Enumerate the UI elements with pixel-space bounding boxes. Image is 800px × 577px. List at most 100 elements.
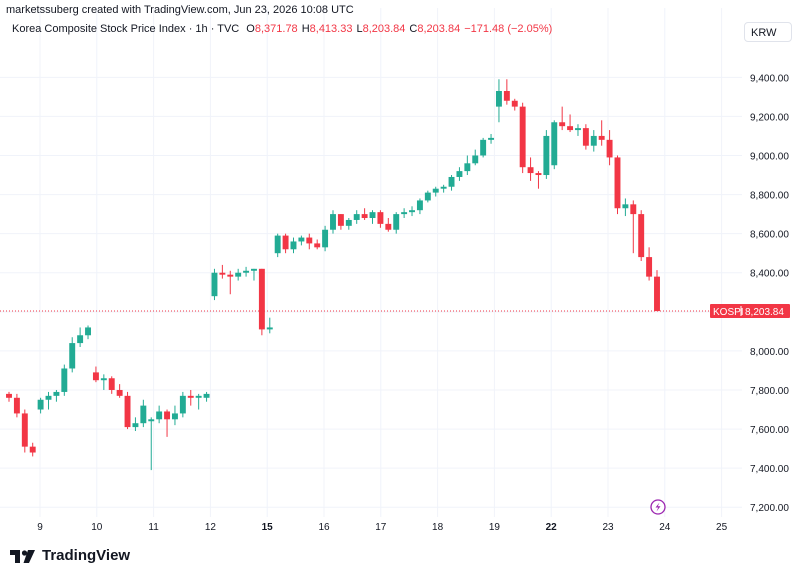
- candle-body: [77, 335, 84, 344]
- time-axis[interactable]: 9 10 11 12 15 16 17 18 19 22 23 24 25: [37, 522, 727, 533]
- candle-body: [37, 399, 44, 410]
- brand-name: TradingView: [42, 547, 131, 564]
- candle-body: [258, 268, 265, 330]
- candle-body: [551, 122, 558, 166]
- candle-body: [480, 139, 487, 156]
- candle-body: [448, 176, 455, 187]
- candle-body: [116, 389, 123, 396]
- symbol-name[interactable]: Korea Composite Stock Price Index · 1h ·…: [12, 23, 240, 35]
- candle-body: [654, 276, 660, 312]
- flash-icon[interactable]: [650, 499, 666, 515]
- candle-body: [61, 368, 68, 392]
- y-tick-label: 8,000.00: [750, 347, 789, 358]
- price-tag-value: 8,203.84: [745, 307, 784, 318]
- candle-body: [543, 135, 550, 176]
- candle-body: [92, 372, 99, 381]
- candle-body: [353, 214, 360, 220]
- candle-body: [424, 192, 431, 201]
- candle-body: [488, 137, 495, 140]
- candle-body: [203, 393, 210, 398]
- candle-body: [401, 212, 408, 215]
- open-value: 8,371.78: [254, 23, 298, 35]
- candle-body: [6, 393, 12, 398]
- x-tick-label: 9: [37, 522, 43, 533]
- candle-body: [456, 171, 463, 177]
- candle-body: [13, 397, 20, 414]
- price-tag-symbol: KOSPI: [713, 307, 744, 318]
- candle-body: [535, 173, 542, 176]
- high-value: 8,413.33: [309, 23, 353, 35]
- candle-body: [385, 223, 392, 230]
- candle-body: [472, 155, 479, 164]
- candle-body: [598, 135, 605, 140]
- y-tick-label: 8,600.00: [750, 230, 789, 241]
- y-tick-label: 7,400.00: [750, 464, 789, 475]
- candle-body: [590, 135, 597, 146]
- candle-body: [582, 128, 589, 146]
- candle-body: [85, 327, 91, 336]
- tradingview-brand[interactable]: TradingView: [10, 547, 130, 564]
- candle-body: [187, 395, 194, 398]
- candle-body: [519, 106, 526, 168]
- candle-body: [148, 419, 155, 422]
- y-tick-label: 8,400.00: [750, 269, 789, 280]
- price-tag: KOSPI 8,203.84: [710, 304, 790, 319]
- x-tick-label: 10: [91, 522, 103, 533]
- candle-body: [393, 214, 400, 230]
- candle-body: [527, 167, 534, 174]
- x-tick-label: 25: [716, 522, 728, 533]
- x-tick-label: 22: [546, 522, 558, 533]
- candle-body: [179, 395, 186, 414]
- candle-body: [156, 411, 163, 420]
- candle-body: [243, 270, 250, 273]
- candle-body: [377, 212, 384, 224]
- x-tick-label: 11: [148, 522, 159, 533]
- candle-body: [622, 204, 629, 209]
- candle-body: [21, 413, 28, 447]
- candle-body: [53, 391, 60, 396]
- candle-body: [606, 139, 613, 158]
- candle-body: [511, 100, 518, 107]
- candle-body: [495, 90, 502, 107]
- y-tick-label: 9,400.00: [750, 73, 789, 84]
- x-tick-label: 15: [262, 522, 274, 533]
- symbol-legend: Korea Composite Stock Price Index · 1h ·…: [12, 23, 560, 35]
- candle-body: [227, 274, 234, 277]
- candle-body: [306, 237, 313, 244]
- candle-body: [614, 157, 621, 209]
- candle-body: [567, 126, 574, 131]
- candle-body: [219, 272, 226, 275]
- candle-body: [140, 405, 147, 424]
- x-tick-label: 16: [318, 522, 330, 533]
- candle-body: [164, 411, 171, 420]
- candle-body: [345, 219, 352, 226]
- x-tick-label: 17: [375, 522, 387, 533]
- candle-body: [559, 122, 566, 127]
- y-tick-label: 7,600.00: [750, 425, 789, 436]
- candle-body: [638, 214, 645, 258]
- x-tick-label: 18: [432, 522, 444, 533]
- candle-body: [646, 257, 653, 277]
- candle-body: [195, 395, 202, 398]
- candle-body: [211, 272, 218, 297]
- ohlc-values: O8,371.78 H8,413.33 L8,203.84 C8,203.84 −171…: [246, 23, 553, 35]
- change-value: −171.48 (−2.05%): [464, 23, 553, 35]
- candle-body: [251, 268, 257, 271]
- candle-body: [132, 423, 139, 428]
- price-axis[interactable]: 7,200.00 7,400.00 7,600.00 7,800.00 8,000.00…: [750, 73, 789, 514]
- y-tick-label: 9,200.00: [750, 112, 789, 123]
- candle-body: [171, 413, 178, 420]
- x-tick-label: 23: [602, 522, 614, 533]
- tradingview-logo-icon: [10, 548, 36, 564]
- candle-body: [440, 186, 447, 189]
- x-tick-label: 12: [205, 522, 217, 533]
- candle-body: [322, 229, 329, 248]
- candle-body: [330, 214, 336, 230]
- candle-body: [235, 272, 242, 277]
- candle-body: [575, 128, 581, 131]
- candle-body: [29, 446, 36, 453]
- candle-body: [100, 378, 107, 381]
- currency-selector[interactable]: KRW: [744, 22, 792, 42]
- low-value: 8,203.84: [362, 23, 406, 35]
